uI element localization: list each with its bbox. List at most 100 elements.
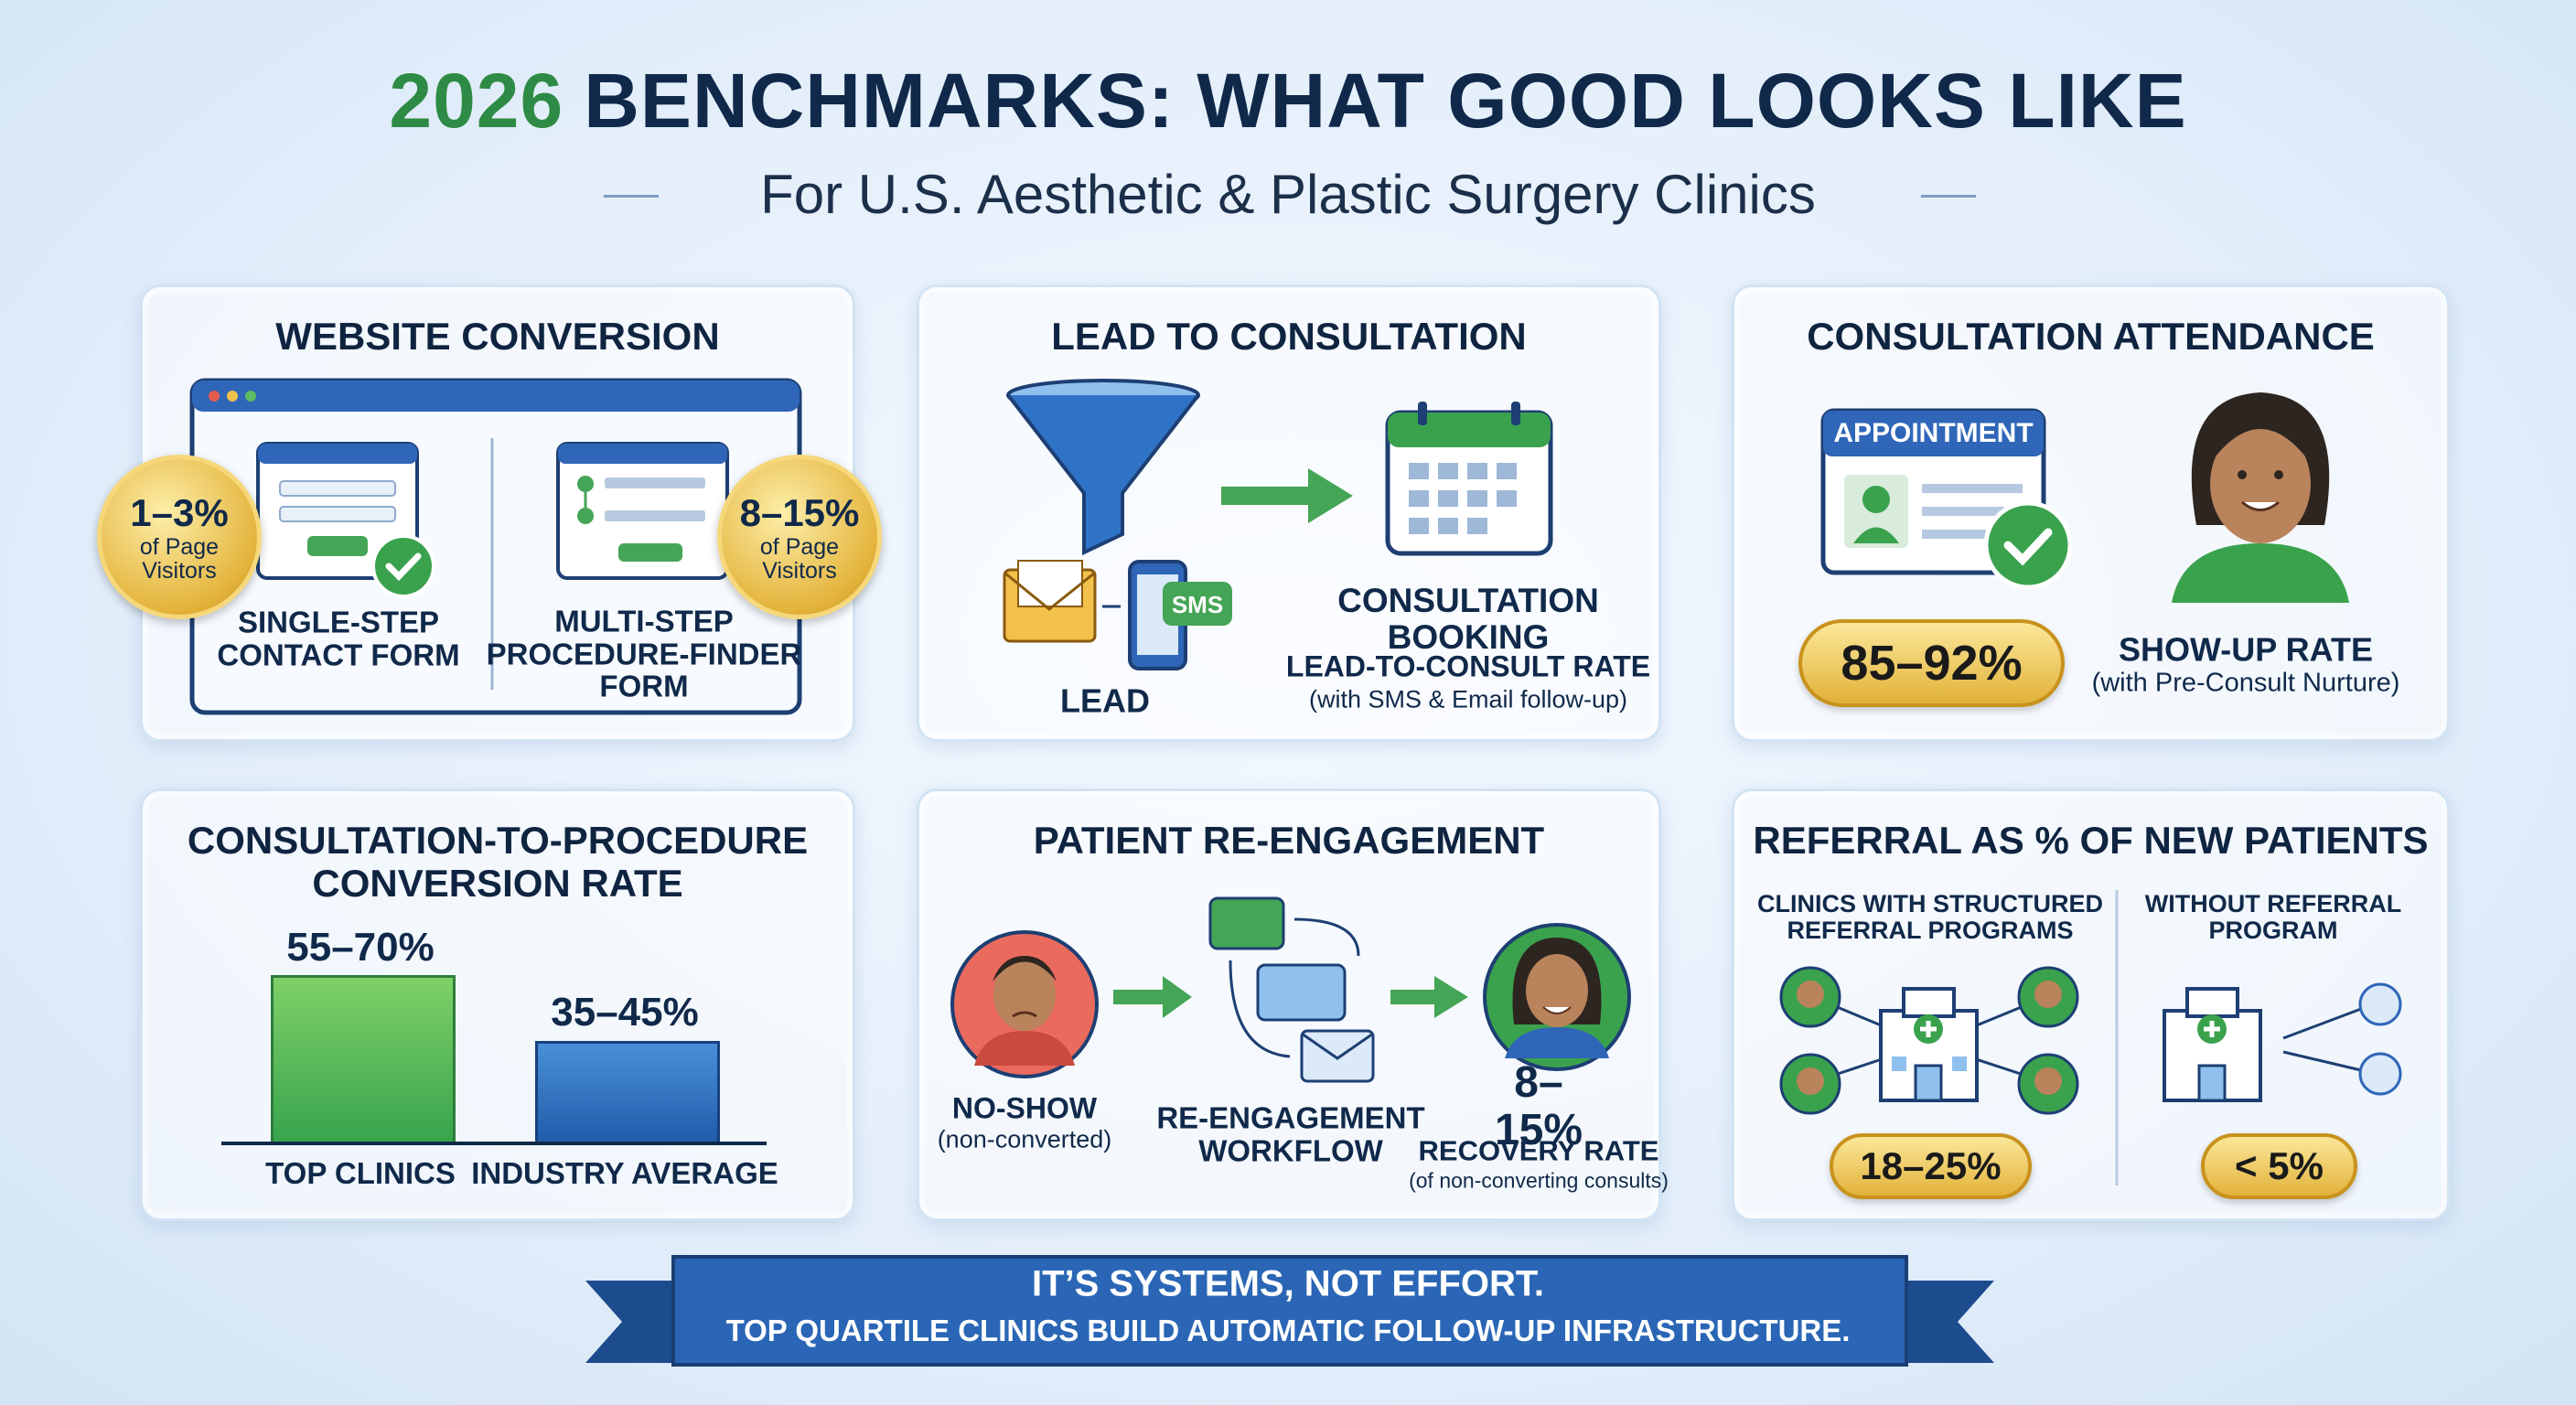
no-show-avatar-part <box>993 956 1057 981</box>
patient-avatar-part <box>2238 470 2247 479</box>
clinic-building-part <box>2197 1064 2227 1102</box>
patient-avatars-part <box>1797 981 2062 1095</box>
calendar-icon-part-part <box>1467 463 1487 479</box>
calendar-icon-part <box>1388 413 1551 447</box>
form-icon-part <box>258 444 417 464</box>
metric-label: RECOVERY RATE <box>1418 1134 1659 1167</box>
browser-window-part <box>245 391 256 402</box>
contact-icons-part <box>2358 982 2402 1026</box>
page-title: 2026 BENCHMARKS: WHAT GOOD LOOKS LIKE <box>0 57 2576 145</box>
ribbon-end <box>585 1281 686 1363</box>
envelope-icon-part <box>1004 571 1096 611</box>
calendar-icon-part-part <box>1467 490 1487 507</box>
benchmark-value: 8–15% <box>739 490 860 534</box>
patient-avatar-part <box>2212 415 2309 461</box>
appointment-card-part <box>1983 500 2073 590</box>
form-label: SINGLE-STEP CONTACT FORM <box>217 605 460 671</box>
form-icon <box>256 442 435 598</box>
metric-note: (of non-converting consults) <box>1409 1168 1669 1193</box>
bar-label: TOP CLINICS <box>265 1156 456 1191</box>
envelope-icon-part <box>1017 560 1083 607</box>
clinic-building-part <box>1952 1056 1967 1071</box>
calendar-icon-part-part <box>1409 463 1429 479</box>
multistep-form-icon-part <box>558 444 727 464</box>
network-lines-part <box>2282 1050 2362 1072</box>
banner-headline: IT’S SYSTEMS, NOT EFFORT. <box>1031 1263 1545 1304</box>
title-text: BENCHMARKS: WHAT GOOD LOOKS LIKE <box>584 58 2187 144</box>
form-icon-part <box>385 552 422 582</box>
lead-label: LEAD <box>1060 681 1150 720</box>
calendar-icon-part-part <box>1438 463 1458 479</box>
contact-icons <box>2358 982 2402 1096</box>
benchmark-value: 1–3% <box>130 490 229 534</box>
appointment-card-part <box>1922 530 1986 539</box>
banner-ribbon <box>585 1255 1994 1367</box>
card: CONSULTATION-TO-PROCEDURE CONVERSION RAT… <box>140 788 855 1221</box>
contact-icons-part <box>2358 1052 2402 1096</box>
banner-text: TOP QUARTILE CLINICS BUILD AUTOMATIC FOL… <box>725 1314 1851 1348</box>
appointment-label: APPOINTMENT <box>1833 418 2034 448</box>
calendar-icon-part <box>1418 402 1427 425</box>
benchmark-note: of Page Visitors <box>139 533 220 584</box>
calendar-icon-part-part <box>1467 518 1487 534</box>
title-year: 2026 <box>389 58 564 144</box>
booking-label: CONSULTATION BOOKING <box>1337 582 1599 656</box>
arrow-part <box>1390 990 1438 1004</box>
clinic-building-part <box>1892 1056 1906 1071</box>
recovered-avatar <box>1483 923 1631 1071</box>
metric-note: (with Pre-Consult Nurture) <box>2091 668 2400 698</box>
workflow-icon-part <box>1229 917 1360 1058</box>
lead-illustration <box>1003 379 1553 670</box>
calendar-icon-part-part <box>1438 490 1458 507</box>
patient-avatars-part-part <box>2034 981 2062 1008</box>
patient-avatar-part <box>2172 543 2349 603</box>
sms-label: SMS <box>1171 590 1224 618</box>
arrow-part <box>1221 487 1313 505</box>
clinic-building-part <box>2204 1021 2220 1037</box>
patient-avatar <box>2172 392 2349 603</box>
browser-window-part <box>209 391 220 402</box>
browser-window-part <box>192 381 800 412</box>
appointment-card-part <box>1922 484 2023 493</box>
patient-avatar-part <box>2210 424 2311 543</box>
attendance-illustration <box>1820 392 2349 603</box>
calendar-icon-part-part <box>1497 490 1517 507</box>
arrow-part <box>1113 990 1166 1004</box>
envelope-icon <box>1003 560 1097 643</box>
benchmark-coin: 8–15% of Page Visitors <box>717 455 882 619</box>
reengagement-illustration <box>950 896 1631 1083</box>
stage-note: (non-converted) <box>937 1125 1112 1153</box>
patient-avatar-part <box>2274 470 2283 479</box>
no-show-avatar-part <box>974 1031 1075 1066</box>
browser-illustration <box>189 378 802 715</box>
appointment-card-part <box>1823 411 2044 456</box>
form-icon-part <box>279 480 396 497</box>
metric-label: LEAD-TO-CONSULT RATE <box>1285 649 1651 683</box>
benchmark-coin: 1–3% of Page Visitors <box>97 455 262 619</box>
clinic-building-part <box>1902 987 1956 1018</box>
funnel-icon-part <box>1006 393 1200 556</box>
clinic-building <box>1879 987 1979 1102</box>
benchmark-value: 8–15% <box>1494 1058 1583 1154</box>
arrow-part <box>1308 468 1353 523</box>
multistep-form-icon-part <box>605 477 705 488</box>
page-subtitle: For U.S. Aesthetic & Plastic Surgery Cli… <box>760 164 1816 225</box>
card-title: CONSULTATION-TO-PROCEDURE CONVERSION RAT… <box>187 819 809 906</box>
arrow <box>1113 976 1192 1018</box>
workflow-icon-part <box>1208 896 1285 950</box>
clinic-building <box>2163 987 2262 1102</box>
referral-illustration <box>1779 890 2402 1185</box>
workflow-icon-part <box>1301 1032 1374 1060</box>
card: LEAD TO CONSULTATION <box>917 284 1661 742</box>
multistep-form-icon-part <box>605 510 705 521</box>
stage-label: NO-SHOW <box>951 1091 1098 1125</box>
benchmark-value: < 5% <box>2201 1133 2357 1199</box>
workflow-icon-part <box>1300 1029 1375 1083</box>
recovered-avatar-part <box>1526 954 1588 1027</box>
form-icon-part <box>371 534 435 598</box>
rule <box>1921 195 1976 198</box>
benchmark-note: of Page Visitors <box>759 533 840 584</box>
phone-icon <box>1128 560 1232 670</box>
form-icon-part <box>307 536 368 556</box>
recovered-avatar-part <box>1505 1027 1609 1058</box>
